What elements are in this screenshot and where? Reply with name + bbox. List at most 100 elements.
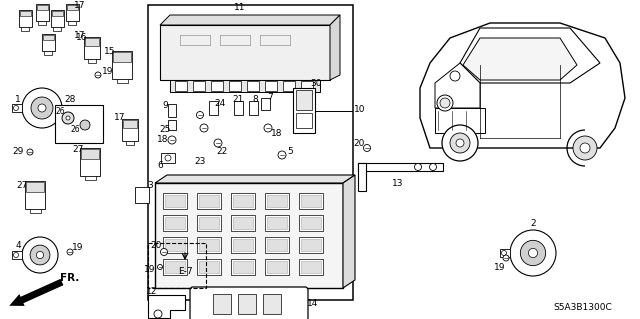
Bar [163, 259, 187, 275]
Circle shape [442, 125, 478, 161]
Circle shape [510, 230, 556, 276]
Text: 17: 17 [74, 2, 86, 11]
Bar [260, 98, 269, 110]
Bar [301, 261, 321, 273]
Bar [358, 163, 443, 171]
Bar [296, 90, 312, 110]
Bar [231, 237, 255, 253]
Bar [51, 11, 63, 17]
Text: 2: 2 [530, 219, 536, 228]
Bar [163, 237, 187, 253]
Bar [12, 251, 22, 259]
Text: 12: 12 [147, 287, 157, 296]
Bar [231, 193, 255, 209]
Polygon shape [435, 63, 480, 108]
Circle shape [573, 136, 597, 160]
Circle shape [13, 106, 19, 110]
FancyBboxPatch shape [190, 287, 308, 319]
Bar [229, 81, 241, 91]
Bar [29, 209, 40, 213]
Circle shape [264, 124, 272, 132]
Polygon shape [460, 28, 600, 83]
Bar [80, 148, 100, 176]
Text: 20: 20 [353, 138, 365, 147]
Bar [65, 4, 79, 20]
Bar [301, 217, 321, 229]
Bar [12, 104, 22, 112]
Bar [267, 195, 287, 207]
Bar [55, 105, 103, 143]
Bar [175, 81, 187, 91]
Circle shape [456, 139, 464, 147]
Polygon shape [330, 15, 340, 80]
Bar [68, 20, 76, 25]
Circle shape [36, 251, 44, 259]
Bar [168, 103, 176, 116]
Bar [265, 259, 289, 275]
Bar [21, 26, 29, 31]
Text: 19: 19 [102, 68, 114, 77]
Bar [358, 163, 366, 191]
Bar [81, 149, 99, 159]
Bar [299, 237, 323, 253]
Text: E-7: E-7 [178, 268, 192, 277]
Circle shape [278, 151, 286, 159]
Bar [84, 37, 100, 59]
Circle shape [502, 250, 506, 256]
Text: 23: 23 [195, 158, 205, 167]
Circle shape [520, 240, 546, 266]
Bar [267, 261, 287, 273]
Polygon shape [420, 23, 625, 148]
Circle shape [437, 95, 453, 111]
Text: 19: 19 [494, 263, 506, 272]
Bar [199, 261, 219, 273]
Bar [148, 243, 206, 288]
Bar [67, 4, 77, 11]
Bar [165, 261, 185, 273]
FancyArrow shape [9, 279, 63, 306]
Bar [283, 81, 295, 91]
Circle shape [503, 255, 509, 261]
Bar [38, 20, 45, 25]
Text: 21: 21 [232, 95, 244, 105]
Bar [165, 217, 185, 229]
Text: 28: 28 [64, 95, 76, 105]
Bar [165, 239, 185, 251]
Bar [435, 108, 485, 133]
Bar [213, 294, 231, 314]
Bar [168, 120, 176, 130]
Bar [265, 215, 289, 231]
Bar [197, 237, 221, 253]
Circle shape [22, 237, 58, 273]
Circle shape [450, 133, 470, 153]
Bar [263, 294, 281, 314]
Circle shape [580, 143, 590, 153]
Bar [197, 259, 221, 275]
Bar [211, 81, 223, 91]
Circle shape [440, 98, 450, 108]
Bar [199, 217, 219, 229]
Bar [299, 259, 323, 275]
Circle shape [38, 104, 46, 112]
Bar [197, 215, 221, 231]
Bar [163, 215, 187, 231]
Text: 9: 9 [162, 101, 168, 110]
Text: 11: 11 [234, 4, 246, 12]
Bar [231, 215, 255, 231]
Bar [265, 193, 289, 209]
Circle shape [168, 136, 176, 144]
Bar [113, 52, 131, 62]
Polygon shape [463, 38, 577, 80]
Bar [233, 195, 253, 207]
Text: 19: 19 [144, 265, 156, 275]
Circle shape [22, 88, 62, 128]
Bar [88, 59, 97, 63]
Bar [209, 101, 218, 115]
Text: 19: 19 [72, 243, 84, 253]
Bar [155, 183, 343, 288]
Text: 1: 1 [15, 95, 21, 105]
Bar [148, 5, 353, 300]
Circle shape [31, 97, 53, 119]
Circle shape [165, 155, 171, 161]
Bar [233, 217, 253, 229]
